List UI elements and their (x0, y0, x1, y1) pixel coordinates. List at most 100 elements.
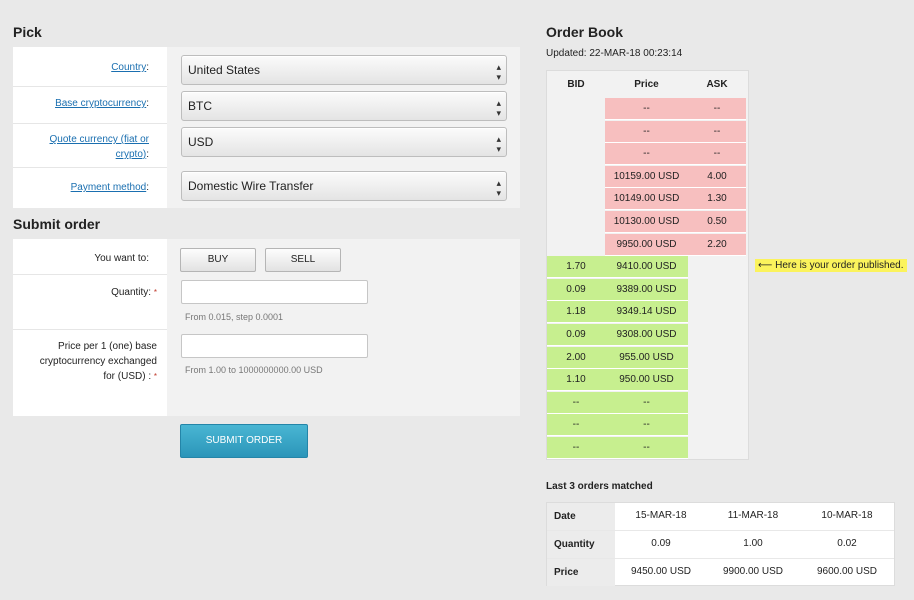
orderbook-table: BID Price ASK -- -- -- -- -- -- 10159.00 USD 4.… (546, 70, 749, 460)
col-ask: ASK (706, 79, 728, 90)
quantity-row: Quantity: * (13, 275, 167, 330)
submit-panel: You want to: BUY SELL Quantity: * From 0… (13, 239, 520, 416)
matched-table: Date 15-MAR-18 11-MAR-18 10-MAR-18 Quant… (546, 502, 895, 586)
ask-cell (688, 392, 746, 414)
matched-date: 15-MAR-18 (635, 510, 687, 521)
updown-arrow-icon: ▴ ▾ (496, 62, 501, 82)
quote-select[interactable]: USD ▴ ▾ (181, 127, 507, 157)
bid-cell: -- (547, 414, 605, 437)
price-cell: -- (605, 414, 688, 437)
col-price: Price (634, 79, 659, 90)
country-select[interactable]: United States ▴ ▾ (181, 55, 507, 85)
matched-date: 11-MAR-18 (727, 510, 779, 521)
bid-row: 1.10 950.00 USD (547, 369, 748, 392)
bid-cell (547, 121, 605, 143)
bid-cell (547, 234, 605, 256)
price-cell: 10130.00 USD (605, 211, 688, 233)
buy-button[interactable]: BUY (180, 248, 256, 272)
want-row: You want to: (13, 239, 167, 275)
bid-cell: -- (547, 391, 605, 414)
matched-quantity: 0.09 (651, 538, 671, 549)
price-cell: 9308.00 USD (605, 324, 688, 346)
bid-cell (547, 188, 605, 210)
ask-row: 10159.00 USD 4.00 (547, 165, 748, 188)
bid-cell: 0.09 (547, 324, 605, 346)
ask-row: 10149.00 USD 1.30 (547, 188, 748, 211)
quote-label-line1[interactable]: Quote currency (fiat or (49, 134, 149, 145)
ask-cell (688, 347, 746, 369)
price-cell: 9950.00 USD (605, 233, 688, 256)
ask-cell (688, 369, 746, 391)
price-cell: -- (605, 98, 688, 120)
submit-order-title: Submit order (13, 216, 101, 232)
price-cell: -- (605, 143, 688, 166)
ask-cell: 0.50 (688, 211, 746, 233)
price-cell: 10159.00 USD (605, 165, 688, 188)
pick-panel: Country: United States ▴ ▾ Base cryptocurr… (13, 47, 520, 208)
bid-cell (547, 143, 605, 165)
bid-row: 1.70 9410.00 USD (547, 256, 748, 279)
orderbook-title: Order Book (546, 24, 624, 40)
pick-title: Pick (13, 24, 42, 40)
ask-cell (688, 324, 746, 346)
ask-row: 10130.00 USD 0.50 (547, 211, 748, 233)
bid-cell: 1.70 (547, 256, 605, 279)
price-row: Price per 1 (one) base cryptocurrency ex… (13, 330, 167, 416)
bid-cell: 1.18 (547, 301, 605, 324)
col-bid: BID (567, 79, 585, 90)
ask-cell (688, 437, 746, 459)
bid-row: -- -- (547, 437, 748, 459)
ask-cell: -- (688, 143, 746, 166)
country-row: Country: (13, 47, 167, 87)
quantity-input[interactable] (181, 280, 368, 304)
price-label-line3: for (USD) : (103, 371, 152, 382)
ask-cell: -- (688, 98, 746, 120)
bid-cell (547, 98, 605, 120)
base-label[interactable]: Base cryptocurrency (55, 98, 147, 109)
bid-row: 2.00 955.00 USD (547, 346, 748, 369)
matched-date-label: Date (547, 503, 615, 530)
payment-label[interactable]: Payment method (70, 182, 147, 193)
matched-price-label: Price (547, 559, 615, 586)
updown-arrow-icon: ▴ ▾ (496, 178, 501, 198)
bid-cell: 1.10 (547, 369, 605, 392)
payment-select[interactable]: Domestic Wire Transfer ▴ ▾ (181, 171, 507, 201)
ask-cell: 4.00 (688, 165, 746, 188)
sell-button[interactable]: SELL (265, 248, 341, 272)
ask-cell (688, 279, 746, 301)
price-cell: 950.00 USD (605, 369, 688, 392)
ask-cell (688, 414, 746, 436)
bid-cell: 0.09 (547, 278, 605, 301)
ask-row: -- -- (547, 143, 748, 166)
ask-cell (688, 256, 746, 278)
matched-price: 9900.00 USD (722, 566, 784, 577)
base-select[interactable]: BTC ▴ ▾ (181, 91, 507, 121)
bid-row: 1.18 9349.14 USD (547, 301, 748, 324)
bid-row: -- -- (547, 391, 748, 414)
price-cell: 9410.00 USD (605, 256, 688, 279)
price-label-line2: cryptocurrency exchanged (39, 356, 157, 367)
price-cell: 10149.00 USD (605, 188, 688, 211)
matched-row-price: Price 9450.00 USD 9900.00 USD 9600.00 US… (547, 559, 894, 587)
bid-row: 0.09 9389.00 USD (547, 278, 748, 301)
matched-row-quantity: Quantity 0.09 1.00 0.02 (547, 531, 894, 559)
ask-row: -- -- (547, 120, 748, 143)
quantity-hint: From 0.015, step 0.0001 (185, 312, 284, 322)
price-cell: -- (605, 437, 688, 459)
ask-row: -- -- (547, 98, 748, 120)
updown-arrow-icon: ▴ ▾ (496, 134, 501, 154)
price-cell: 955.00 USD (605, 346, 688, 369)
country-label[interactable]: Country (111, 62, 147, 73)
matched-price: 9600.00 USD (816, 566, 878, 577)
submit-order-button[interactable]: SUBMIT ORDER (180, 424, 308, 458)
price-label-line1: Price per 1 (one) base (58, 341, 157, 352)
price-cell: 9349.14 USD (605, 301, 688, 324)
ask-cell: -- (688, 120, 746, 143)
order-published-note: ⟵ Here is your order published. (755, 259, 907, 272)
matched-price: 9450.00 USD (630, 566, 692, 577)
bid-cell: 2.00 (547, 346, 605, 369)
quote-label-line2[interactable]: crypto) (115, 149, 147, 160)
matched-row-date: Date 15-MAR-18 11-MAR-18 10-MAR-18 (547, 503, 894, 531)
matched-quantity-label: Quantity (547, 531, 615, 558)
price-input[interactable] (181, 334, 368, 358)
